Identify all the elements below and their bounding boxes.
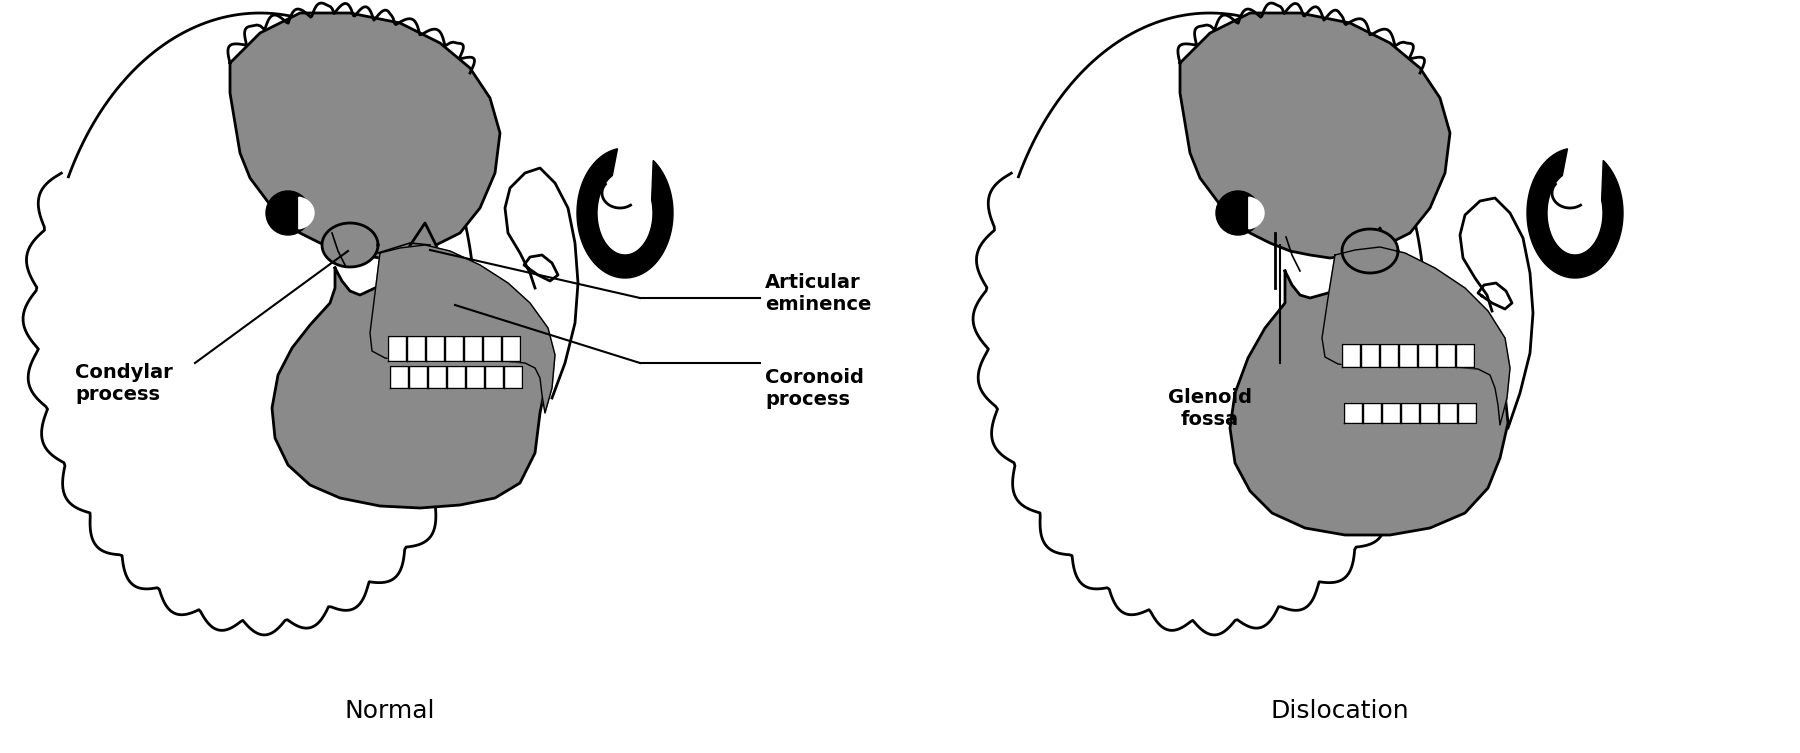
Bar (1361, 344, 1379, 367)
Polygon shape (1229, 228, 1508, 535)
Polygon shape (1249, 197, 1264, 229)
Bar (1438, 403, 1456, 423)
Bar (391, 366, 409, 388)
Bar (1400, 403, 1418, 423)
Bar (1456, 344, 1474, 367)
Polygon shape (371, 245, 554, 413)
Polygon shape (1321, 247, 1510, 425)
Text: Dislocation: Dislocation (1271, 699, 1409, 723)
Bar (1420, 403, 1438, 423)
Text: Glenoid
fossa: Glenoid fossa (1168, 388, 1253, 429)
Bar (1381, 344, 1399, 367)
Bar (407, 336, 425, 361)
Bar (484, 366, 502, 388)
Bar (427, 336, 445, 361)
Bar (1363, 403, 1381, 423)
Bar (502, 336, 520, 361)
Text: Coronoid
process: Coronoid process (765, 368, 864, 409)
Bar (428, 366, 446, 388)
Bar (409, 366, 427, 388)
Circle shape (1217, 191, 1260, 235)
Bar (1436, 344, 1454, 367)
Polygon shape (1526, 149, 1624, 278)
Bar (482, 336, 500, 361)
Polygon shape (1343, 229, 1399, 273)
Polygon shape (272, 223, 545, 508)
Text: Condylar
process: Condylar process (76, 362, 173, 404)
Bar (1399, 344, 1417, 367)
Polygon shape (299, 197, 313, 229)
Bar (1343, 344, 1361, 367)
Polygon shape (995, 13, 1426, 613)
Bar (466, 366, 484, 388)
Polygon shape (322, 223, 378, 267)
Text: Normal: Normal (346, 699, 436, 723)
Polygon shape (45, 13, 475, 613)
Circle shape (266, 191, 310, 235)
Polygon shape (578, 149, 673, 278)
Polygon shape (230, 13, 500, 258)
Bar (446, 366, 464, 388)
Polygon shape (1181, 13, 1451, 258)
Bar (445, 336, 463, 361)
Text: Articular
eminence: Articular eminence (765, 273, 871, 313)
Bar (1458, 403, 1476, 423)
Bar (504, 366, 522, 388)
Bar (389, 336, 407, 361)
Bar (1382, 403, 1400, 423)
Bar (464, 336, 482, 361)
Bar (1418, 344, 1436, 367)
Bar (1345, 403, 1363, 423)
